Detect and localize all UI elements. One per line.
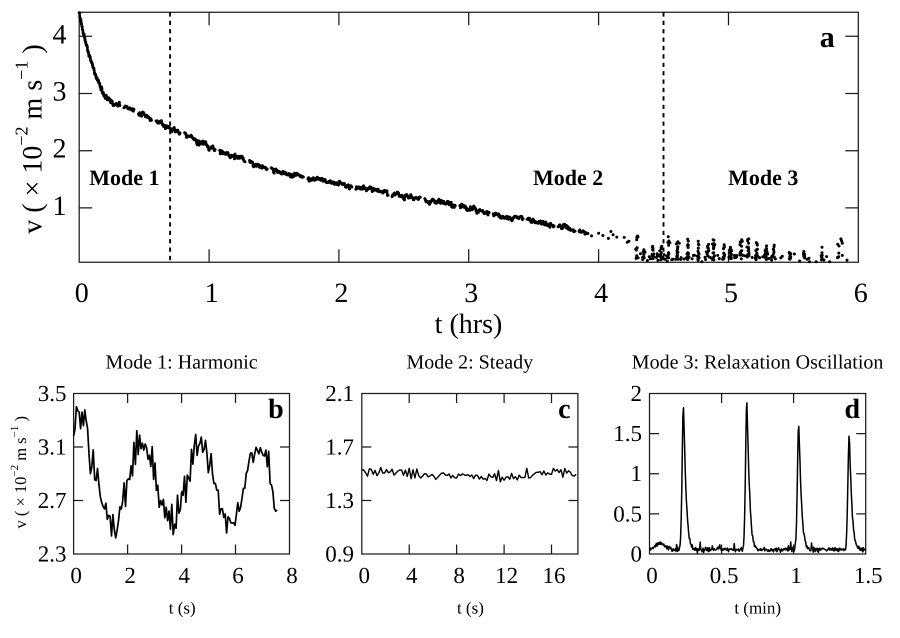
svg-text:6: 6 — [232, 563, 244, 588]
svg-text:3: 3 — [464, 278, 478, 309]
svg-text:1.7: 1.7 — [325, 435, 354, 460]
svg-text:2: 2 — [124, 563, 136, 588]
svg-text:0: 0 — [646, 563, 658, 588]
svg-text:2.7: 2.7 — [38, 488, 67, 513]
svg-text:0.5: 0.5 — [710, 563, 739, 588]
svg-text:Mode 1: Mode 1 — [89, 165, 159, 190]
svg-text:3: 3 — [53, 77, 67, 108]
svg-text:Mode 3: Mode 3 — [728, 165, 798, 190]
svg-text:1.5: 1.5 — [854, 563, 883, 588]
svg-text:1: 1 — [631, 461, 643, 486]
svg-text:4: 4 — [594, 278, 608, 309]
svg-text:0: 0 — [359, 563, 371, 588]
svg-text:0.9: 0.9 — [325, 542, 354, 567]
svg-text:b: b — [268, 394, 284, 425]
svg-text:4: 4 — [53, 19, 67, 50]
svg-text:16: 16 — [543, 563, 566, 588]
svg-text:0: 0 — [75, 278, 89, 309]
svg-text:d: d — [845, 394, 861, 425]
svg-text:Mode 2: Steady: Mode 2: Steady — [406, 352, 533, 374]
svg-text:a: a — [820, 21, 835, 54]
svg-text:3.1: 3.1 — [38, 435, 67, 460]
svg-text:6: 6 — [854, 278, 868, 309]
svg-text:2: 2 — [334, 278, 348, 309]
svg-text:t (s): t (s) — [457, 599, 484, 618]
svg-text:12: 12 — [495, 563, 518, 588]
svg-text:4: 4 — [406, 563, 418, 588]
svg-text:4: 4 — [178, 563, 190, 588]
svg-text:0.5: 0.5 — [613, 501, 642, 526]
svg-text:Mode 2: Mode 2 — [533, 165, 603, 190]
svg-text:0: 0 — [631, 542, 643, 567]
svg-text:c: c — [558, 394, 570, 425]
svg-text:t (hrs): t (hrs) — [435, 309, 503, 340]
svg-text:5: 5 — [724, 278, 738, 309]
svg-text:t (s): t (s) — [169, 599, 196, 618]
svg-text:1: 1 — [790, 563, 802, 588]
svg-text:2.3: 2.3 — [38, 542, 67, 567]
svg-text:0: 0 — [70, 563, 82, 588]
svg-text:1: 1 — [205, 278, 219, 309]
svg-text:2: 2 — [631, 381, 643, 406]
svg-text:8: 8 — [453, 563, 465, 588]
svg-text:1.5: 1.5 — [613, 421, 642, 446]
svg-text:2.1: 2.1 — [325, 381, 354, 406]
svg-text:1.3: 1.3 — [325, 488, 354, 513]
svg-text:1: 1 — [53, 191, 67, 222]
svg-text:2: 2 — [53, 134, 67, 165]
svg-text:Mode 3: Relaxation Oscillation: Mode 3: Relaxation Oscillation — [632, 352, 884, 374]
svg-text:Mode 1: Harmonic: Mode 1: Harmonic — [106, 352, 258, 374]
svg-text:8: 8 — [286, 563, 298, 588]
svg-text:v ( × 10−2 m s−1 ): v ( × 10−2 m s−1 ) — [9, 416, 30, 529]
svg-text:3.5: 3.5 — [38, 381, 67, 406]
svg-text:t (min): t (min) — [734, 599, 781, 618]
